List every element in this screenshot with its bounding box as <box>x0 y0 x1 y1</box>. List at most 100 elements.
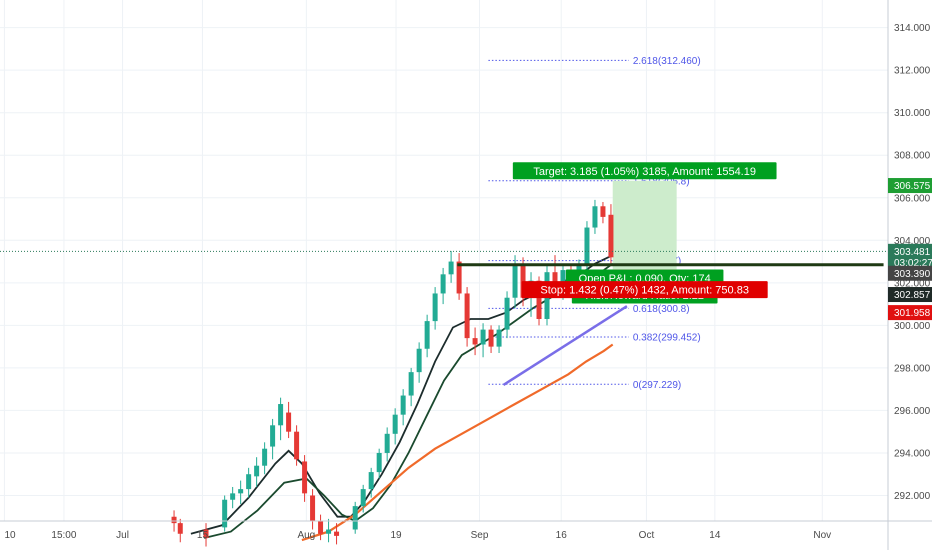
candlestick-series <box>171 199 614 547</box>
candle-body <box>496 329 502 347</box>
y-tick-label: 302.000 <box>894 278 931 289</box>
y-tick-label: 294.000 <box>894 448 931 459</box>
candle-body <box>262 448 268 466</box>
x-tick-label: 19 <box>390 530 402 541</box>
y-tick-label: 306.000 <box>894 193 931 204</box>
candle-body <box>230 493 236 500</box>
price-tag-box <box>888 265 932 281</box>
y-tick-label: 304.000 <box>894 236 931 247</box>
y-tick-label: 314.000 <box>894 23 931 34</box>
target-label-text: Target: 3.185 (1.05%) 3185, Amount: 1554… <box>533 166 756 178</box>
candle-body <box>326 529 332 534</box>
candle-body <box>424 321 430 349</box>
drawing-lines[interactable] <box>0 250 888 386</box>
candle-body <box>318 521 324 534</box>
price-tag-box <box>888 243 932 259</box>
candle-body <box>238 489 244 494</box>
x-tick-label: 15:00 <box>51 530 76 541</box>
candle-body <box>472 338 478 345</box>
stop-label-text: Stop: 1.432 (0.47%) 1432, Amount: 750.83 <box>540 285 749 297</box>
candle-body <box>203 529 209 539</box>
price-tag-text: 303.390 <box>894 269 931 280</box>
moving-average-line <box>301 343 614 542</box>
candle-body <box>608 214 614 258</box>
y-tick-label: 300.000 <box>894 321 931 332</box>
candle-body <box>408 372 414 396</box>
candle-body <box>448 261 454 275</box>
candle-body <box>560 270 566 288</box>
candle-body <box>376 452 382 473</box>
price-tag-text: 03:02:27 <box>894 258 932 269</box>
x-tick-label: Nov <box>813 530 831 541</box>
candle-body <box>302 461 308 494</box>
fib-level-label: 0.382(299.452) <box>633 333 701 344</box>
price-tag-box <box>888 178 932 194</box>
x-tick-label: 10 <box>4 530 16 541</box>
candle-body <box>592 206 598 228</box>
price-tag-text: 303.481 <box>894 247 931 258</box>
candle-body <box>584 227 590 264</box>
candle-body <box>222 499 228 528</box>
candle-body <box>270 425 276 447</box>
candle-body <box>600 206 606 217</box>
price-tag-box <box>888 287 932 303</box>
position-labels[interactable]: Target: 3.185 (1.05%) 3185, Amount: 1554… <box>512 162 777 304</box>
candle-body <box>520 263 526 298</box>
candle-body <box>171 516 177 524</box>
target-label-box[interactable] <box>512 162 777 180</box>
candle-body <box>440 274 446 294</box>
candle-body <box>294 431 300 460</box>
price-tag-text: 306.575 <box>894 181 931 192</box>
candle-body <box>352 506 358 530</box>
candle-body <box>310 495 316 521</box>
candle-body <box>432 293 438 322</box>
support-trendline[interactable] <box>502 305 628 386</box>
fib-level-label: 2.618(312.460) <box>633 56 701 67</box>
candle-body <box>416 348 422 373</box>
candle-body <box>334 531 340 536</box>
candle-body <box>278 404 284 426</box>
x-tick-label: Aug <box>297 530 315 541</box>
candle-body <box>360 489 366 507</box>
stop-label-box[interactable] <box>521 281 768 299</box>
grid-lines <box>0 0 888 521</box>
price-tag-text: 302.857 <box>894 290 931 301</box>
candle-body <box>488 329 494 347</box>
fib-level-label: 0(297.229) <box>633 380 681 391</box>
candle-body <box>254 465 260 477</box>
y-tick-label: 312.000 <box>894 66 931 77</box>
candle-body <box>384 433 390 453</box>
y-tick-label: 310.000 <box>894 108 931 119</box>
x-tick-label: Sep <box>471 530 489 541</box>
x-tick-label: 14 <box>709 530 721 541</box>
candle-body <box>177 523 183 534</box>
x-tick-label: Oct <box>639 530 655 541</box>
y-tick-label: 308.000 <box>894 151 931 162</box>
candle-body <box>552 272 558 288</box>
price-tag-text: 301.958 <box>894 308 931 319</box>
y-tick-label: 296.000 <box>894 406 931 417</box>
candle-body <box>480 329 486 345</box>
candle-body <box>246 474 252 490</box>
candle-body <box>512 263 518 298</box>
x-tick-label: 15 <box>197 530 209 541</box>
candle-body <box>286 412 292 432</box>
x-tick-label: 16 <box>556 530 568 541</box>
position-profit-zone[interactable] <box>612 180 677 270</box>
price-tag-box <box>888 305 932 321</box>
y-tick-label: 292.000 <box>894 491 931 502</box>
candle-body <box>368 472 374 490</box>
candle-body <box>464 293 470 339</box>
candle-body <box>504 297 510 330</box>
candle-body <box>400 395 406 415</box>
y-tick-label: 298.000 <box>894 363 931 374</box>
x-tick-label: Jul <box>116 530 129 541</box>
candle-body <box>456 261 462 294</box>
fib-level-label: 0.618(300.8) <box>633 304 690 315</box>
candle-body <box>392 414 398 434</box>
